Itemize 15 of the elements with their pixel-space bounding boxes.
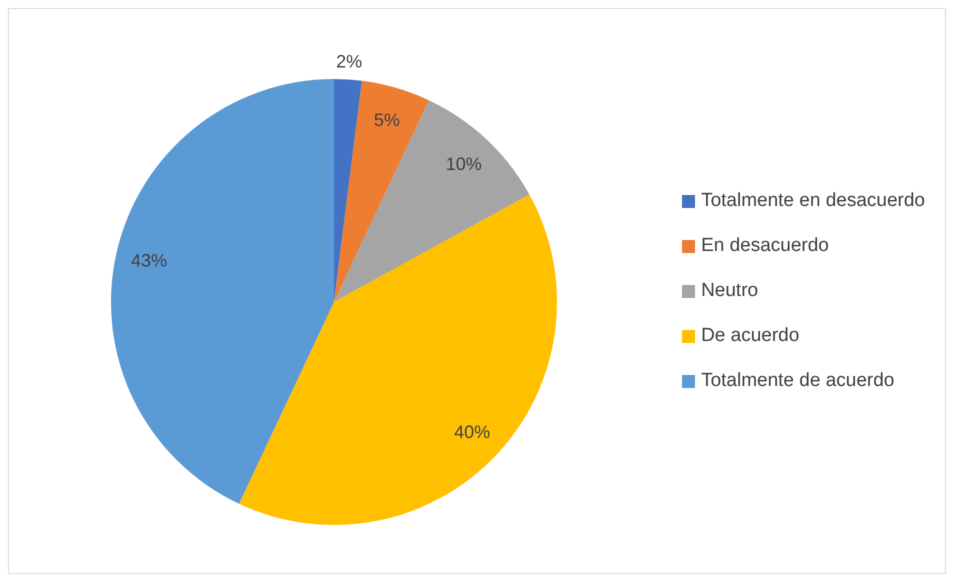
pie-slice [334, 80, 429, 302]
data-label: 43% [131, 250, 168, 271]
legend-label: Neutro [701, 280, 758, 302]
data-label: 40% [454, 422, 490, 442]
legend-label: Totalmente en desacuerdo [701, 190, 925, 212]
data-label: 5% [374, 110, 400, 130]
pie-slice [334, 100, 530, 302]
pie-slice [111, 79, 334, 504]
data-label: 10% [446, 154, 482, 174]
legend-label: En desacuerdo [701, 235, 829, 257]
data-label: 2% [336, 51, 362, 72]
pie-slice [334, 79, 362, 302]
pie-slice [239, 194, 557, 525]
legend-label: Totalmente de acuerdo [701, 370, 894, 392]
legend-label: De acuerdo [701, 325, 800, 347]
